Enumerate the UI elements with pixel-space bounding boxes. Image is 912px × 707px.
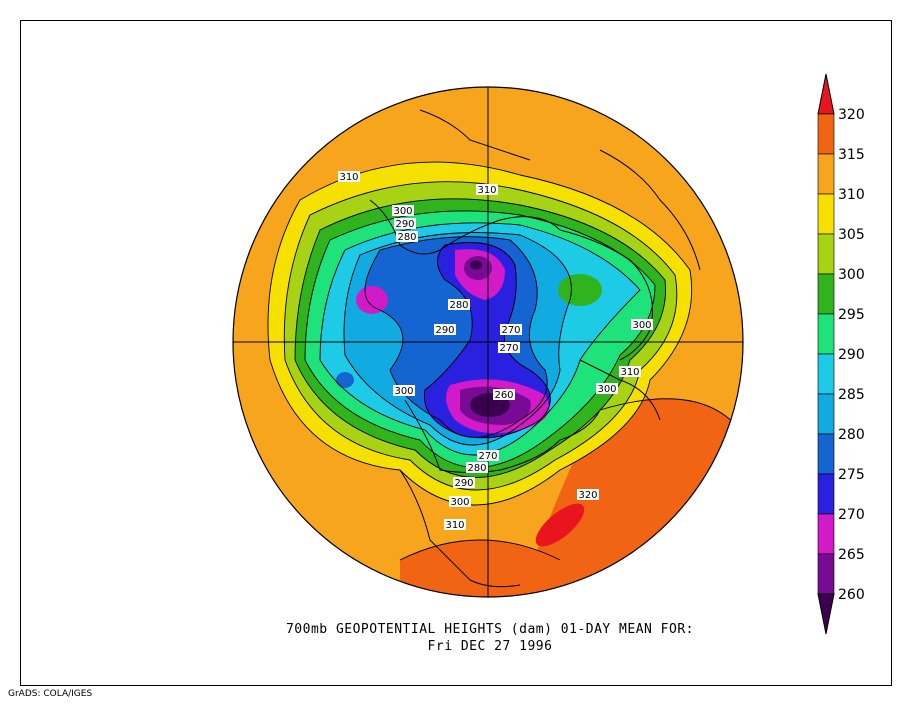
contour-label: 300 <box>631 319 653 331</box>
map-boundary <box>232 86 744 598</box>
band-low-2 <box>470 260 482 270</box>
svg-text:310: 310 <box>445 520 464 531</box>
svg-text:300: 300 <box>393 206 412 217</box>
coastlines <box>369 109 701 588</box>
svg-text:270: 270 <box>499 343 518 354</box>
band-295-b <box>558 274 602 306</box>
colorbar-tick-label: 295 <box>838 307 865 323</box>
svg-text:300: 300 <box>632 320 651 331</box>
svg-text:280: 280 <box>449 300 468 311</box>
contour-label: 280 <box>396 231 418 243</box>
contour-label: 270 <box>498 342 520 354</box>
contour-label: 290 <box>453 477 475 489</box>
contour-label: 310 <box>338 171 360 183</box>
contour-label: 300 <box>392 205 414 217</box>
colorbar-arrow-bottom <box>817 593 835 635</box>
band-320 <box>535 503 585 547</box>
svg-text:280: 280 <box>467 463 486 474</box>
colorbar-tick-label: 270 <box>838 507 865 523</box>
contour-label: 300 <box>449 496 471 508</box>
colorbar-swatch <box>817 233 835 275</box>
colorbar-arrow-top <box>817 73 835 115</box>
svg-text:300: 300 <box>450 497 469 508</box>
caption-line-2: Fri DEC 27 1996 <box>427 639 553 654</box>
svg-text:290: 290 <box>435 325 454 336</box>
colorbar-swatch <box>817 313 835 355</box>
colorbar-swatch <box>817 353 835 395</box>
contour-label: 290 <box>434 324 456 336</box>
colorbar-tick-label: 275 <box>838 467 865 483</box>
colorbar-tick-label: 310 <box>838 187 865 203</box>
svg-text:290: 290 <box>454 478 473 489</box>
svg-text:310: 310 <box>477 185 496 196</box>
contour-label-group: 310 310 300 290 280 280 290 270 270 300 … <box>338 171 653 531</box>
colorbar-swatch <box>817 113 835 155</box>
colorbar-tick-label: 320 <box>838 107 865 123</box>
contour-label: 270 <box>477 450 499 462</box>
band-275-c <box>336 372 354 388</box>
contour-label: 310 <box>476 184 498 196</box>
plot-frame <box>20 20 892 686</box>
colorbar-swatch <box>817 473 835 515</box>
colorbar-tick-label: 265 <box>838 547 865 563</box>
colorbar-tick-label: 285 <box>838 387 865 403</box>
colorbar: 320 315 310 305 300 295 290 285 280 275 270 265 260 <box>817 73 865 635</box>
colorbar-swatch <box>817 193 835 235</box>
svg-text:270: 270 <box>478 451 497 462</box>
band-265-c <box>356 286 388 314</box>
colorbar-swatch <box>817 513 835 555</box>
contour-label: 320 <box>577 489 599 501</box>
contour-label: 310 <box>444 519 466 531</box>
svg-text:290: 290 <box>395 219 414 230</box>
contour-label: 310 <box>619 366 641 378</box>
height-field <box>233 87 743 597</box>
colorbar-tick-label: 260 <box>838 587 865 603</box>
contour-label: 290 <box>394 218 416 230</box>
svg-text:270: 270 <box>501 325 520 336</box>
svg-text:310: 310 <box>620 367 639 378</box>
colorbar-swatch <box>817 273 835 315</box>
svg-text:300: 300 <box>394 386 413 397</box>
grads-credit: GrADS: COLA/IGES <box>8 689 93 699</box>
colorbar-swatch <box>817 393 835 435</box>
contour-label: 280 <box>466 462 488 474</box>
svg-text:310: 310 <box>339 172 358 183</box>
contour-label: 300 <box>393 385 415 397</box>
contour-label: 300 <box>596 383 618 395</box>
svg-text:260: 260 <box>494 390 513 401</box>
colorbar-swatch <box>817 433 835 475</box>
colorbar-tick-label: 280 <box>838 427 865 443</box>
colorbar-tick-label: 315 <box>838 147 865 163</box>
colorbar-tick-label: 290 <box>838 347 865 363</box>
caption-line-1: 700mb GEOPOTENTIAL HEIGHTS (dam) 01-DAY … <box>285 622 694 637</box>
colorbar-tick-label: 305 <box>838 227 865 243</box>
contour-label: 270 <box>500 324 522 336</box>
colorbar-swatch <box>817 553 835 595</box>
svg-text:300: 300 <box>597 384 616 395</box>
svg-text:280: 280 <box>397 232 416 243</box>
contour-label: 280 <box>448 299 470 311</box>
svg-text:320: 320 <box>578 490 597 501</box>
contour-label: 260 <box>493 389 515 401</box>
colorbar-swatch <box>817 153 835 195</box>
colorbar-tick-label: 300 <box>838 267 865 283</box>
